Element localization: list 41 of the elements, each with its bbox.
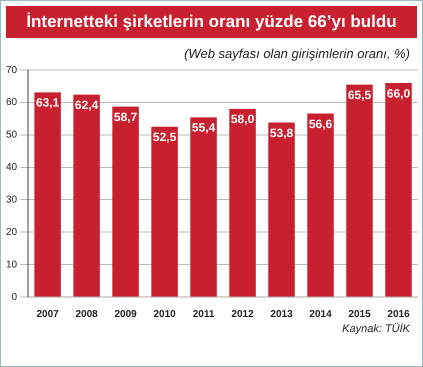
bar <box>346 84 373 296</box>
data-label: 56,6 <box>308 116 333 131</box>
y-tick-label: 0 <box>12 292 18 303</box>
bar <box>268 122 295 296</box>
x-tick-label: 2007 <box>36 308 60 320</box>
x-tick-label: 2014 <box>309 308 332 320</box>
data-label: 52,5 <box>152 130 177 144</box>
data-label: 66,0 <box>386 86 411 100</box>
y-tick-label: 30 <box>6 194 18 206</box>
y-tick-label: 40 <box>6 162 18 174</box>
x-tick-label: 2011 <box>192 308 215 320</box>
data-label: 55,4 <box>192 120 216 135</box>
data-label: 53,8 <box>270 126 294 140</box>
y-tick-label: 70 <box>6 64 18 76</box>
x-tick-label: 2008 <box>75 308 98 320</box>
bar <box>112 106 139 296</box>
data-label: 58,7 <box>114 110 138 124</box>
x-tick-label: 2012 <box>231 308 254 320</box>
bar <box>34 92 61 296</box>
bar <box>307 113 334 296</box>
y-tick-label: 10 <box>6 259 18 270</box>
bar <box>229 108 256 296</box>
text: Kaynak: TÜİK <box>341 323 411 335</box>
y-tick-label: 50 <box>6 130 18 141</box>
x-tick-label: 2016 <box>387 308 410 320</box>
x-tick-label: 2009 <box>114 308 138 320</box>
chart-subtitle: (Web sayfası olan girişimlerin oranı, %) <box>183 45 411 61</box>
chart-title: İnternetteki şirketlerin oranı yüzde 66’yı buldu <box>6 6 417 38</box>
x-tick-label: 2013 <box>270 308 294 320</box>
y-tick-label: 60 <box>6 97 18 108</box>
bar <box>190 117 217 296</box>
data-label: 65,5 <box>348 88 372 102</box>
bar <box>151 126 178 296</box>
bar <box>385 82 412 296</box>
data-label: 63,1 <box>36 96 60 110</box>
data-label: 62,4 <box>74 98 99 112</box>
data-label: 58,0 <box>230 112 255 126</box>
x-tick-label: 2010 <box>153 308 176 320</box>
bar <box>73 94 100 296</box>
x-tick-label: 2015 <box>348 308 372 320</box>
y-tick-label: 20 <box>6 226 18 238</box>
